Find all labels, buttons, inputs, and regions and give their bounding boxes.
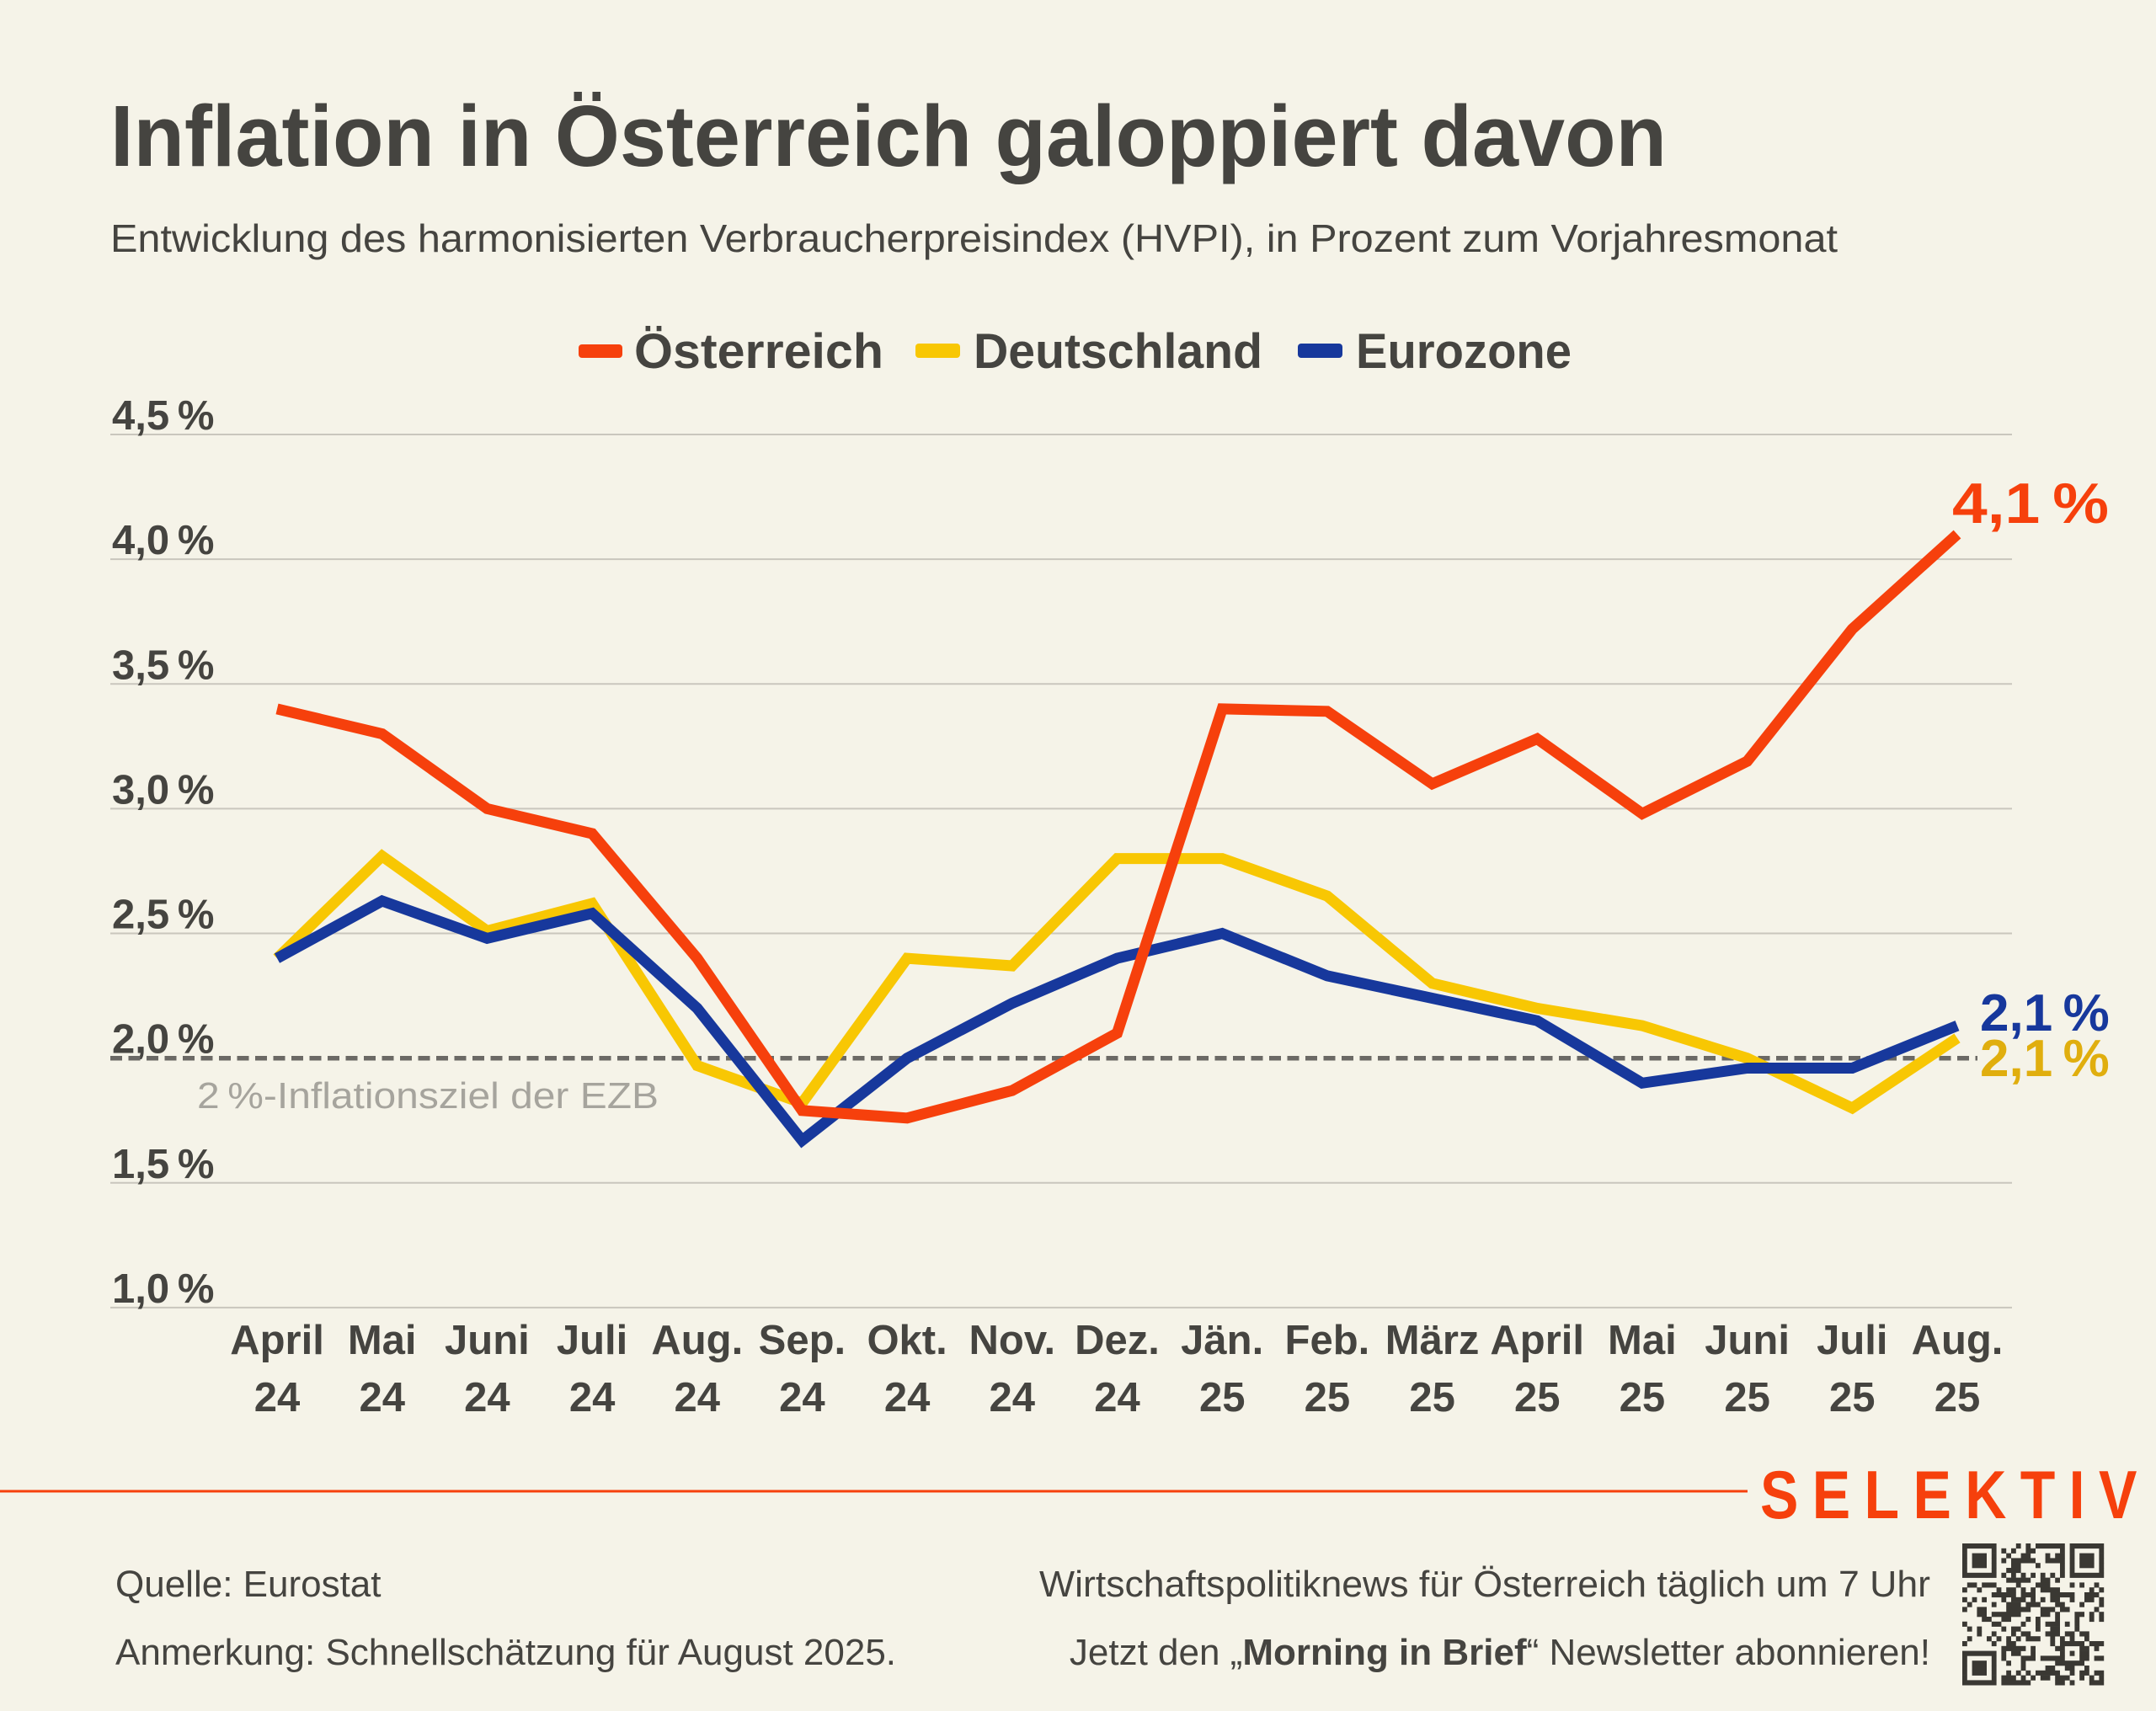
svg-text:Juni: Juni <box>1705 1318 1790 1363</box>
svg-text:24: 24 <box>779 1375 825 1421</box>
svg-text:Juni: Juni <box>445 1318 530 1363</box>
svg-text:Österreich: Österreich <box>634 324 883 379</box>
svg-text:Entwicklung des harmonisierten: Entwicklung des harmonisierten Verbrauch… <box>110 216 1838 260</box>
svg-text:25: 25 <box>1199 1375 1246 1421</box>
svg-text:März: März <box>1385 1318 1480 1363</box>
svg-text:25: 25 <box>1514 1375 1561 1421</box>
svg-text:25: 25 <box>1935 1375 1981 1421</box>
svg-text:4,1 %: 4,1 % <box>1952 472 2109 536</box>
svg-text:4,0 %: 4,0 % <box>112 518 215 563</box>
svg-text:2,5 %: 2,5 % <box>112 893 215 938</box>
svg-text:Anmerkung: Schnellschätzung fü: Anmerkung: Schnellschätzung für August 2… <box>115 1632 896 1673</box>
svg-text:25: 25 <box>1305 1375 1351 1421</box>
svg-text:Dez.: Dez. <box>1075 1318 1160 1363</box>
svg-text:Jetzt den „Morning in Brief“ N: Jetzt den „Morning in Brief“ Newsletter … <box>1070 1632 1930 1673</box>
svg-text:25: 25 <box>1620 1375 1666 1421</box>
svg-text:4,5 %: 4,5 % <box>112 393 215 439</box>
svg-text:24: 24 <box>1094 1375 1140 1421</box>
svg-text:24: 24 <box>569 1375 616 1421</box>
svg-text:Mai: Mai <box>1608 1318 1677 1363</box>
svg-text:Inflation in Österreich galopp: Inflation in Österreich galoppiert davon <box>110 88 1667 184</box>
svg-text:SELEKTIV: SELEKTIV <box>1760 1456 2151 1532</box>
svg-text:2,1 %: 2,1 % <box>1980 1030 2110 1088</box>
svg-text:Nov.: Nov. <box>969 1318 1056 1363</box>
svg-text:Deutschland: Deutschland <box>974 324 1262 379</box>
svg-text:24: 24 <box>884 1375 931 1421</box>
svg-text:Feb.: Feb. <box>1285 1318 1370 1363</box>
svg-text:Eurozone: Eurozone <box>1356 324 1572 379</box>
svg-text:Aug.: Aug. <box>1912 1318 2004 1363</box>
svg-text:25: 25 <box>1829 1375 1876 1421</box>
svg-text:April: April <box>1490 1318 1584 1363</box>
svg-text:25: 25 <box>1724 1375 1770 1421</box>
svg-text:Quelle: Eurostat: Quelle: Eurostat <box>115 1564 382 1605</box>
svg-text:24: 24 <box>464 1375 510 1421</box>
svg-text:1,0 %: 1,0 % <box>112 1266 215 1312</box>
svg-text:24: 24 <box>675 1375 721 1421</box>
svg-text:Juli: Juli <box>557 1318 627 1363</box>
svg-text:Juli: Juli <box>1817 1318 1887 1363</box>
svg-text:Okt.: Okt. <box>867 1318 947 1363</box>
svg-text:25: 25 <box>1409 1375 1455 1421</box>
svg-text:2,1 %: 2,1 % <box>1980 984 2110 1042</box>
svg-text:2,0 %: 2,0 % <box>112 1017 215 1063</box>
svg-text:Wirtschaftspolitiknews für Öst: Wirtschaftspolitiknews für Österreich tä… <box>1039 1564 1930 1605</box>
svg-text:3,0 %: 3,0 % <box>112 767 215 813</box>
svg-text:Mai: Mai <box>348 1318 417 1363</box>
svg-text:April: April <box>230 1318 324 1363</box>
svg-text:24: 24 <box>254 1375 301 1421</box>
svg-text:24: 24 <box>990 1375 1036 1421</box>
svg-text:Jän.: Jän. <box>1181 1318 1263 1363</box>
svg-text:1,5 %: 1,5 % <box>112 1142 215 1187</box>
svg-text:Sep.: Sep. <box>759 1318 846 1363</box>
svg-text:2 %-Inflationsziel der EZB: 2 %-Inflationsziel der EZB <box>197 1075 659 1117</box>
svg-text:3,5 %: 3,5 % <box>112 642 215 688</box>
svg-text:Aug.: Aug. <box>651 1318 743 1363</box>
svg-text:24: 24 <box>359 1375 405 1421</box>
